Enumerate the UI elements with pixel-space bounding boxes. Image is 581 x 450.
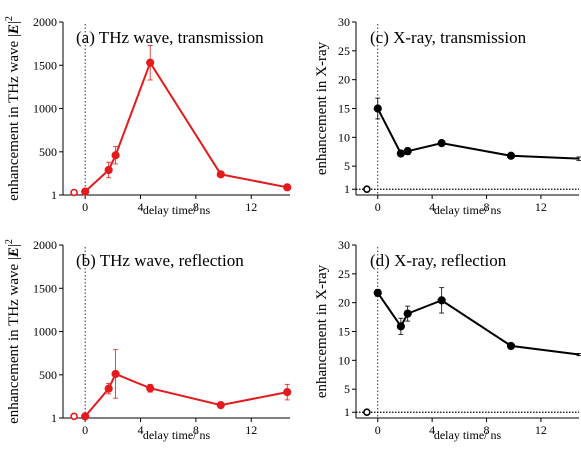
panel-title: (c) X-ray, transmission	[370, 28, 527, 47]
y-tick-label: 1	[344, 405, 350, 419]
data-point	[216, 170, 225, 179]
data-point	[216, 401, 225, 410]
x-tick-label: 0	[82, 423, 88, 437]
y-tick-label: 1000	[33, 325, 57, 339]
y-tick-label: 1	[344, 182, 350, 196]
x-tick-label: 0	[82, 200, 88, 214]
data-point	[283, 388, 292, 397]
data-point	[373, 104, 382, 113]
data-point	[506, 151, 516, 160]
y-tick-label: 2000	[33, 238, 57, 252]
data-point	[111, 151, 120, 160]
y-tick-label: 15	[338, 325, 350, 339]
y-tick-label: 10	[338, 130, 350, 144]
x-tick-label: 12	[535, 200, 547, 214]
y-tick-label: 1	[51, 411, 57, 425]
reference-point	[363, 185, 371, 194]
y-tick-label: 2000	[33, 15, 57, 29]
y-tick-label: 1500	[33, 281, 57, 295]
x-tick-label: 8	[484, 200, 490, 214]
series-line	[84, 60, 288, 193]
y-axis-label: enhancement in X-ray	[314, 41, 330, 175]
x-axis-label: delay time/ ns	[143, 428, 211, 442]
y-tick-label: 20	[338, 296, 350, 310]
y-tick-label: 20	[338, 73, 350, 87]
y-tick-label: 30	[338, 238, 350, 252]
y-tick-label: 25	[338, 267, 350, 281]
data-point	[437, 139, 446, 148]
panel-title: (d) X-ray, reflection	[370, 251, 507, 270]
data-point	[283, 183, 292, 192]
y-axis-label: enhancement in THz wave |E|2	[4, 16, 22, 201]
x-axis-label: delay time/ ns	[143, 203, 211, 217]
data-point	[396, 322, 405, 331]
x-tick-label: 0	[375, 423, 381, 437]
x-axis-label: delay time/ ns	[434, 428, 502, 442]
y-tick-label: 1500	[33, 58, 57, 72]
data-point	[81, 187, 90, 196]
data-point	[111, 369, 120, 379]
data-point	[403, 147, 412, 156]
reference-point	[70, 412, 78, 421]
x-tick-label: 4	[138, 200, 144, 214]
data-point	[104, 384, 113, 393]
x-tick-label: 8	[484, 423, 490, 437]
reference-point	[363, 408, 371, 417]
y-tick-label: 1	[51, 188, 57, 202]
x-tick-label: 12	[535, 423, 547, 437]
x-tick-label: 4	[429, 200, 435, 214]
data-point	[506, 341, 516, 351]
reference-point	[70, 188, 78, 197]
data-point	[104, 165, 113, 175]
data-point	[437, 296, 446, 305]
x-tick-label: 8	[193, 200, 199, 214]
panel-title: (a) THz wave, transmission	[76, 28, 264, 47]
y-tick-label: 5	[344, 159, 350, 173]
series-line	[376, 108, 579, 160]
y-tick-label: 15	[338, 102, 350, 116]
data-point	[403, 309, 412, 318]
y-axis-label: enhancement in THz wave |E|2	[4, 239, 22, 424]
x-tick-label: 8	[193, 423, 199, 437]
data-point	[146, 384, 155, 393]
x-tick-label: 4	[138, 423, 144, 437]
y-tick-label: 1000	[33, 102, 57, 116]
x-tick-label: 12	[245, 200, 257, 214]
x-axis-label: delay time/ ns	[434, 203, 502, 217]
data-point	[396, 149, 405, 158]
series-line	[84, 372, 288, 418]
series-line	[376, 292, 579, 356]
data-point	[81, 412, 90, 421]
y-tick-label: 10	[338, 353, 350, 367]
x-tick-label: 0	[375, 200, 381, 214]
y-tick-label: 30	[338, 15, 350, 29]
y-tick-label: 5	[344, 382, 350, 396]
x-tick-label: 12	[245, 423, 257, 437]
x-tick-label: 4	[429, 423, 435, 437]
y-axis-label: enhancement in X-ray	[314, 264, 330, 398]
data-point	[146, 58, 155, 67]
y-tick-label: 25	[338, 44, 350, 58]
y-tick-label: 500	[39, 368, 57, 382]
y-tick-label: 500	[39, 145, 57, 159]
data-point	[373, 288, 382, 297]
panel-title: (b) THz wave, reflection	[76, 251, 244, 270]
